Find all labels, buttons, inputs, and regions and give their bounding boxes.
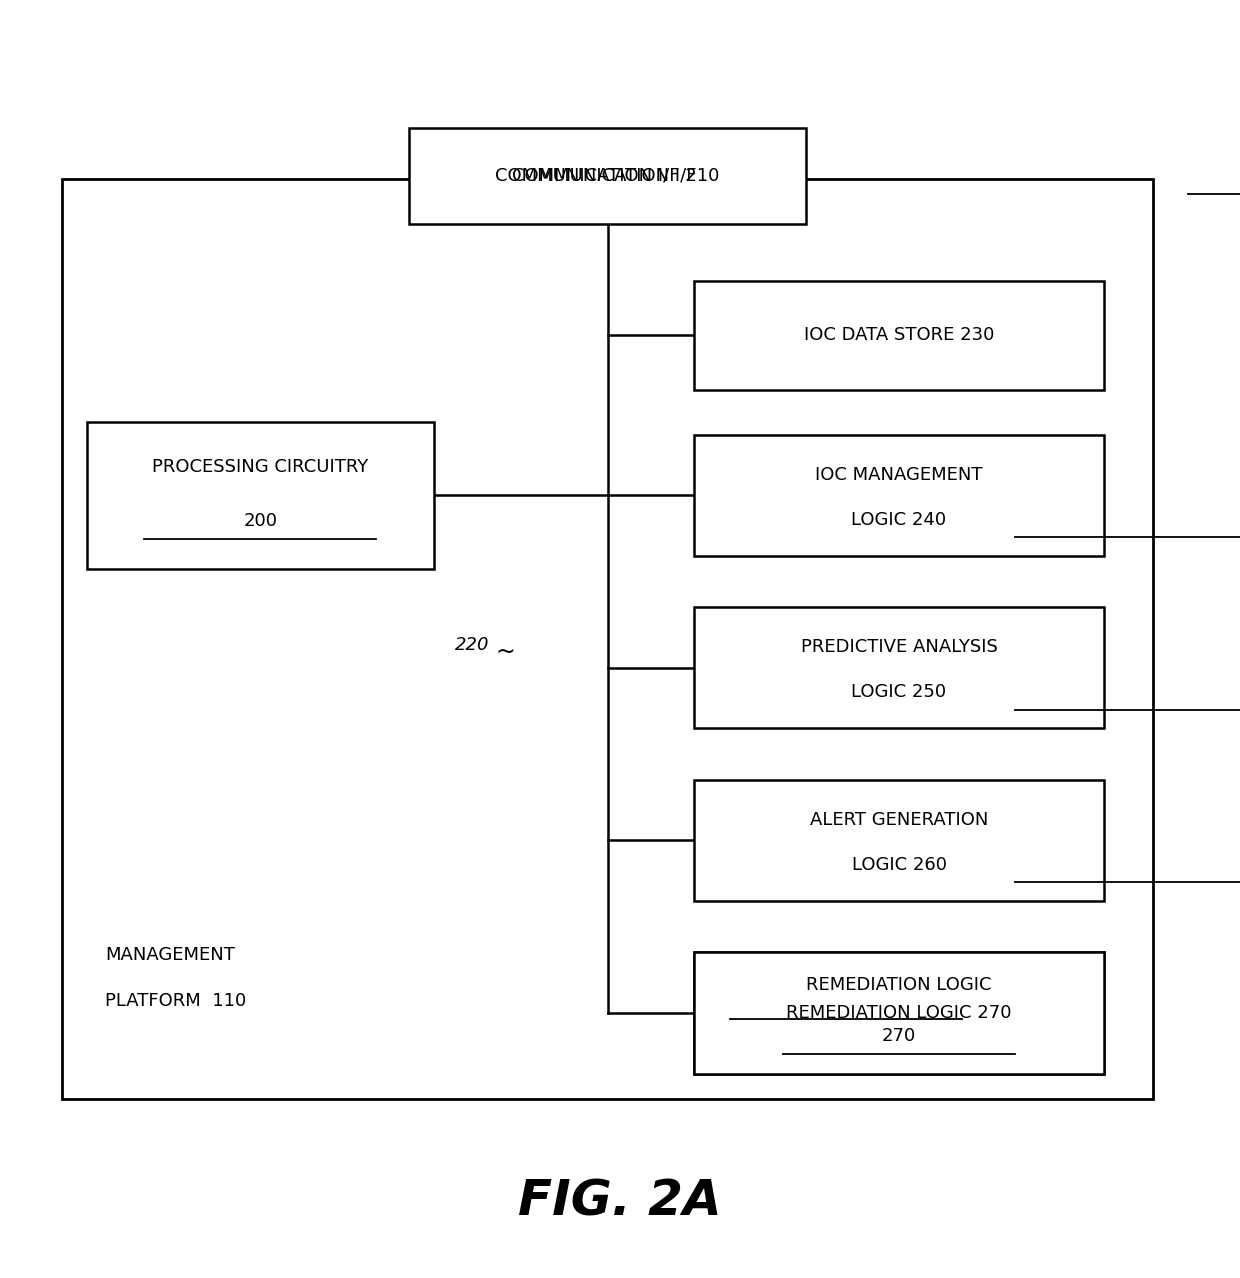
Text: ~: ~	[496, 640, 516, 663]
Text: REMEDIATION LOGIC 270: REMEDIATION LOGIC 270	[786, 1003, 1012, 1022]
Text: IOC MANAGEMENT: IOC MANAGEMENT	[815, 465, 983, 483]
Text: PREDICTIVE ANALYSIS: PREDICTIVE ANALYSIS	[801, 638, 997, 656]
Text: COMMUNICATION I/F: COMMUNICATION I/F	[512, 166, 703, 185]
Text: LOGIC 240: LOGIC 240	[852, 510, 946, 529]
Text: LOGIC 250: LOGIC 250	[852, 682, 946, 702]
Text: 220: 220	[455, 636, 490, 654]
Bar	[694, 435, 1104, 556]
Bar	[694, 780, 1104, 901]
Bar	[62, 179, 1153, 1099]
Bar	[694, 952, 1104, 1074]
Bar	[694, 952, 1104, 1074]
Bar	[87, 422, 434, 569]
Text: REMEDIATION LOGIC: REMEDIATION LOGIC	[806, 975, 992, 994]
Text: COMMUNICATION I/F 210: COMMUNICATION I/F 210	[496, 166, 719, 185]
Text: MANAGEMENT: MANAGEMENT	[105, 946, 236, 964]
Text: ALERT GENERATION: ALERT GENERATION	[810, 810, 988, 828]
Bar	[409, 128, 806, 224]
Text: FIG. 2A: FIG. 2A	[518, 1177, 722, 1226]
Text: IOC DATA STORE 230: IOC DATA STORE 230	[804, 326, 994, 345]
Bar	[694, 607, 1104, 728]
Text: LOGIC 260: LOGIC 260	[852, 855, 946, 874]
Text: COMMUNICATION I/F 210: COMMUNICATION I/F 210	[496, 166, 719, 185]
Text: PLATFORM  110: PLATFORM 110	[105, 992, 247, 1010]
Text: 270: 270	[882, 1026, 916, 1045]
Bar	[694, 281, 1104, 390]
Text: 200: 200	[243, 511, 278, 530]
Text: PROCESSING CIRCUITRY: PROCESSING CIRCUITRY	[153, 458, 368, 477]
